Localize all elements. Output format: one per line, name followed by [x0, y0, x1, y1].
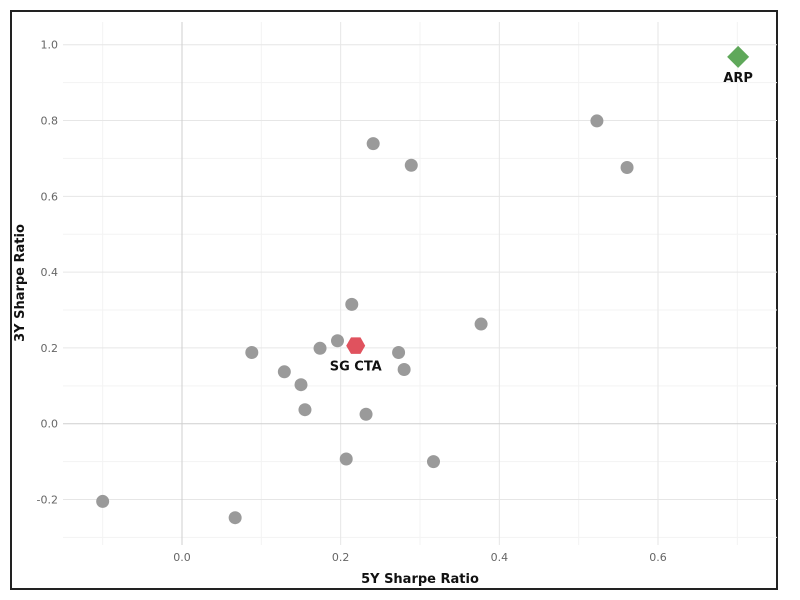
x-tick-label: 0.6: [649, 551, 667, 564]
y-axis-title: 3Y Sharpe Ratio: [13, 224, 28, 342]
x-axis-title: 5Y Sharpe Ratio: [361, 572, 479, 587]
y-tick-label: 0.0: [41, 418, 59, 431]
sg-cta-marker: [346, 337, 366, 354]
y-tick-label: 0.8: [41, 115, 59, 128]
data-point: [96, 494, 110, 508]
y-tick-label: -0.2: [37, 494, 58, 507]
data-point: [245, 345, 259, 359]
y-tick-label: 1.0: [41, 39, 59, 52]
data-point: [397, 363, 411, 377]
zero-lines: [63, 22, 777, 545]
y-tick-label: 0.2: [41, 342, 59, 355]
y-tick-label: 0.6: [41, 190, 59, 203]
arp-marker: [727, 45, 750, 68]
x-tick-label: 0.4: [491, 551, 509, 564]
x-axis-ticks: 0.0 0.2 0.4 0.6: [173, 551, 667, 564]
data-points: [96, 45, 750, 525]
data-point: [345, 297, 359, 311]
data-point: [339, 452, 353, 466]
data-point: [404, 158, 418, 172]
data-point: [366, 137, 380, 151]
x-tick-label: 0.0: [173, 551, 191, 564]
grid-lines: [63, 22, 777, 545]
data-point: [620, 161, 634, 175]
data-point: [359, 407, 373, 421]
x-tick-label: 0.2: [332, 551, 350, 564]
data-point: [277, 365, 291, 379]
data-point: [392, 345, 406, 359]
data-point: [426, 455, 440, 469]
data-point: [228, 511, 242, 525]
data-point: [474, 317, 488, 331]
point-labels: SG CTA ARP: [330, 71, 753, 375]
chart-frame: [10, 10, 778, 590]
data-point: [330, 334, 344, 348]
data-point: [590, 114, 604, 128]
y-tick-label: 0.4: [41, 266, 59, 279]
point-label: SG CTA: [330, 360, 382, 375]
data-point: [313, 341, 327, 355]
data-point: [298, 403, 312, 417]
point-label: ARP: [723, 71, 753, 86]
y-axis-ticks: -0.2 0.0 0.2 0.4 0.6 0.8 1.0: [37, 39, 58, 507]
data-point: [294, 378, 308, 392]
